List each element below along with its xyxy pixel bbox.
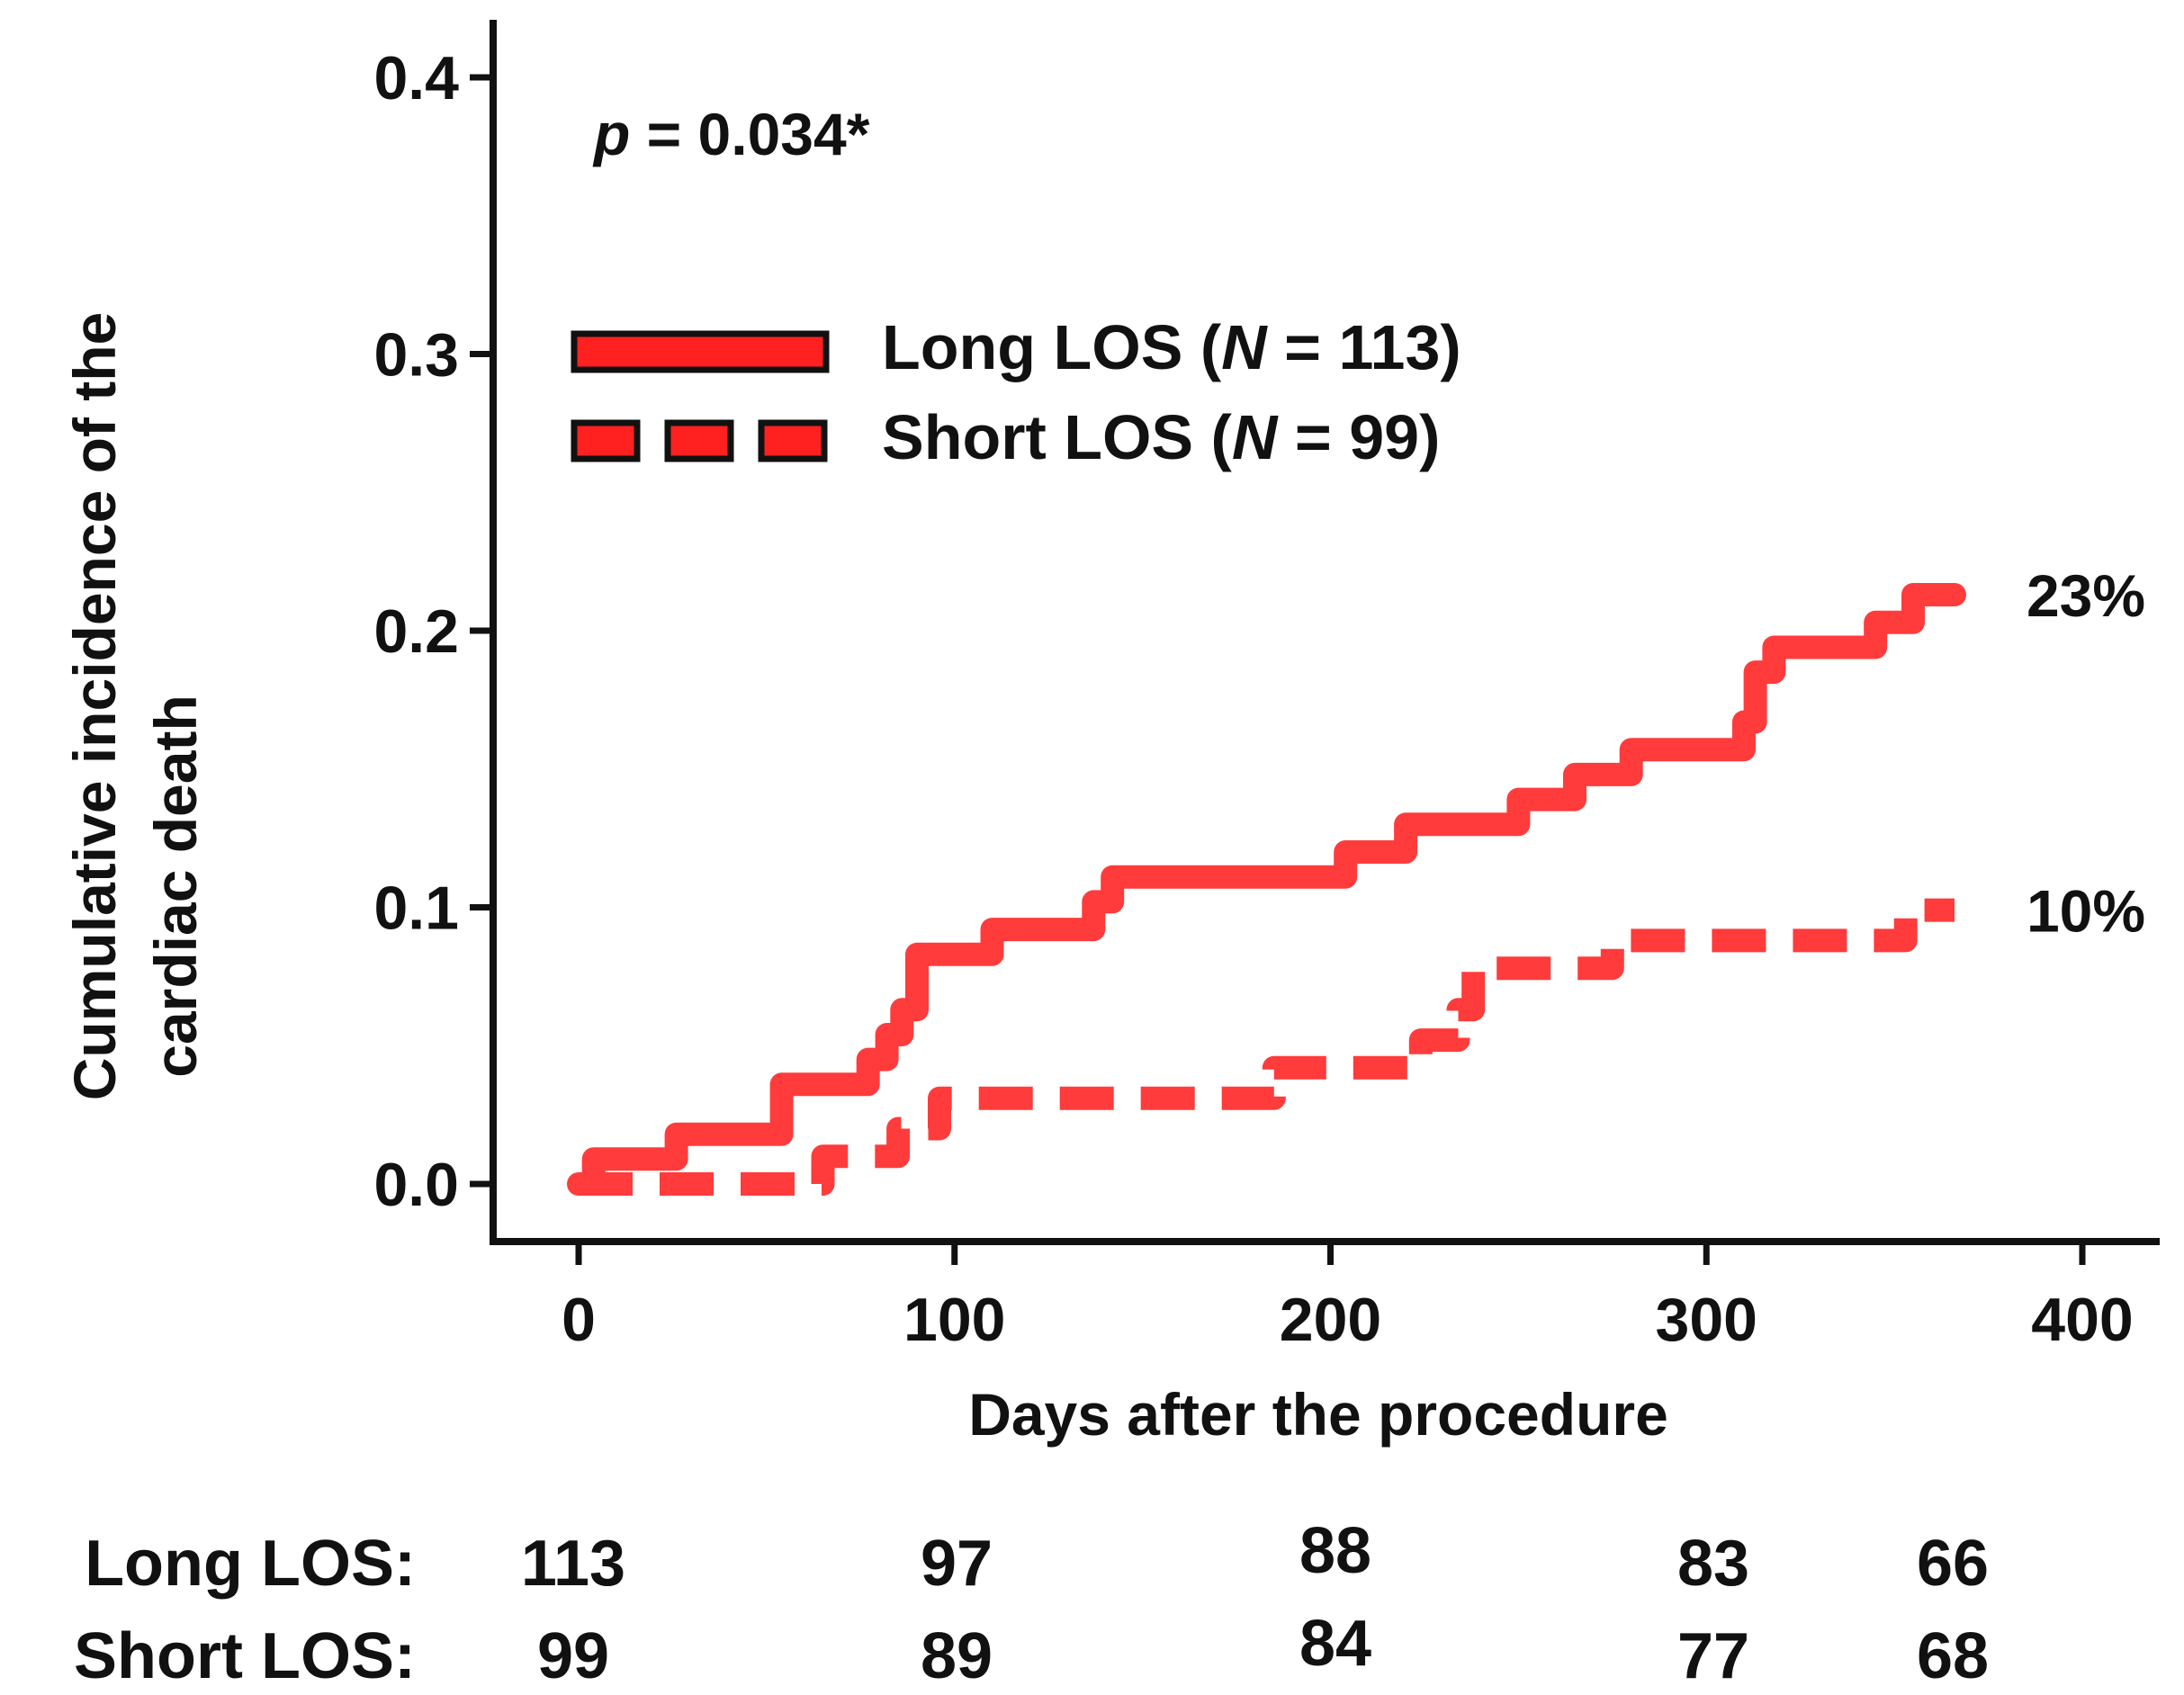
legend-long-prefix: Long LOS ( <box>882 312 1222 382</box>
legend: Long LOS (N = 113) Short LOS (N = 99) <box>571 312 1461 472</box>
series-line-short-los <box>579 898 1955 1196</box>
y-tick-label: 0.4 <box>373 44 459 112</box>
legend-long-n: N <box>1221 312 1268 382</box>
risk-count: 113 <box>521 1528 625 1600</box>
y-tick-label: 0.1 <box>373 874 459 943</box>
legend-label-short-los: Short LOS (N = 99) <box>882 402 1440 472</box>
end-label-long-los: 23% <box>2027 562 2145 629</box>
legend-long-suffix: = 113) <box>1267 312 1461 382</box>
p-value-annotation: p = 0.034* <box>592 101 870 167</box>
p-value-text: = 0.034* <box>630 101 869 167</box>
risk-count: 68 <box>1917 1620 1989 1692</box>
risk-count: 99 <box>537 1620 609 1692</box>
legend-swatch-dash-3 <box>758 419 828 462</box>
end-labels: 23% 10% <box>2027 562 2145 945</box>
y-tick-label: 0.2 <box>373 597 459 666</box>
series-line-long-los <box>567 583 1966 1196</box>
risk-count: 77 <box>1677 1620 1749 1692</box>
y-tick-label: 0.3 <box>373 321 459 390</box>
x-tick-label: 0 <box>562 1286 596 1354</box>
y-axis-title: Cumulative incidence of the cardiac deat… <box>61 312 209 1101</box>
legend-swatch-dash-1 <box>571 419 641 462</box>
x-tick-label: 100 <box>903 1286 1005 1354</box>
risk-table: Long LOS: 113 97 88 83 66 Short LOS: 99 89 84 77 68 <box>74 1515 1989 1692</box>
y-tick-label: 0.0 <box>373 1151 459 1219</box>
risk-count: 89 <box>921 1620 993 1692</box>
y-axis-title-line-1: Cumulative incidence of the <box>61 312 128 1101</box>
x-tick-label: 400 <box>2031 1286 2133 1354</box>
legend-label-long-los: Long LOS (N = 113) <box>882 312 1461 382</box>
risk-count: 97 <box>921 1528 993 1600</box>
x-axis-title: Days after the procedure <box>968 1381 1668 1448</box>
end-label-short-los: 10% <box>2027 878 2145 945</box>
risk-row-label: Long LOS: <box>85 1528 416 1600</box>
axes-layer: 0.0 0.1 0.2 0.3 0.4 0 100 200 300 400 <box>373 20 2160 1354</box>
legend-short-suffix: = 99) <box>1277 402 1440 472</box>
legend-swatch-solid <box>571 330 830 373</box>
risk-count: 83 <box>1677 1528 1749 1600</box>
risk-count: 88 <box>1299 1515 1371 1587</box>
legend-swatch-dash-2 <box>664 419 734 462</box>
p-value-symbol: p <box>592 101 630 167</box>
x-tick-label: 200 <box>1280 1286 1381 1354</box>
legend-item-long-los: Long LOS (N = 113) <box>571 312 1461 382</box>
x-tick-label: 300 <box>1656 1286 1757 1354</box>
risk-count: 66 <box>1917 1528 1989 1600</box>
series-layer <box>567 583 1966 1196</box>
risk-row-label: Short LOS: <box>74 1620 416 1692</box>
legend-short-n: N <box>1232 402 1279 472</box>
legend-short-prefix: Short LOS ( <box>882 402 1233 472</box>
legend-item-short-los: Short LOS (N = 99) <box>571 402 1440 472</box>
y-axis-title-line-2: cardiac death <box>142 695 209 1078</box>
risk-count: 84 <box>1299 1608 1371 1680</box>
